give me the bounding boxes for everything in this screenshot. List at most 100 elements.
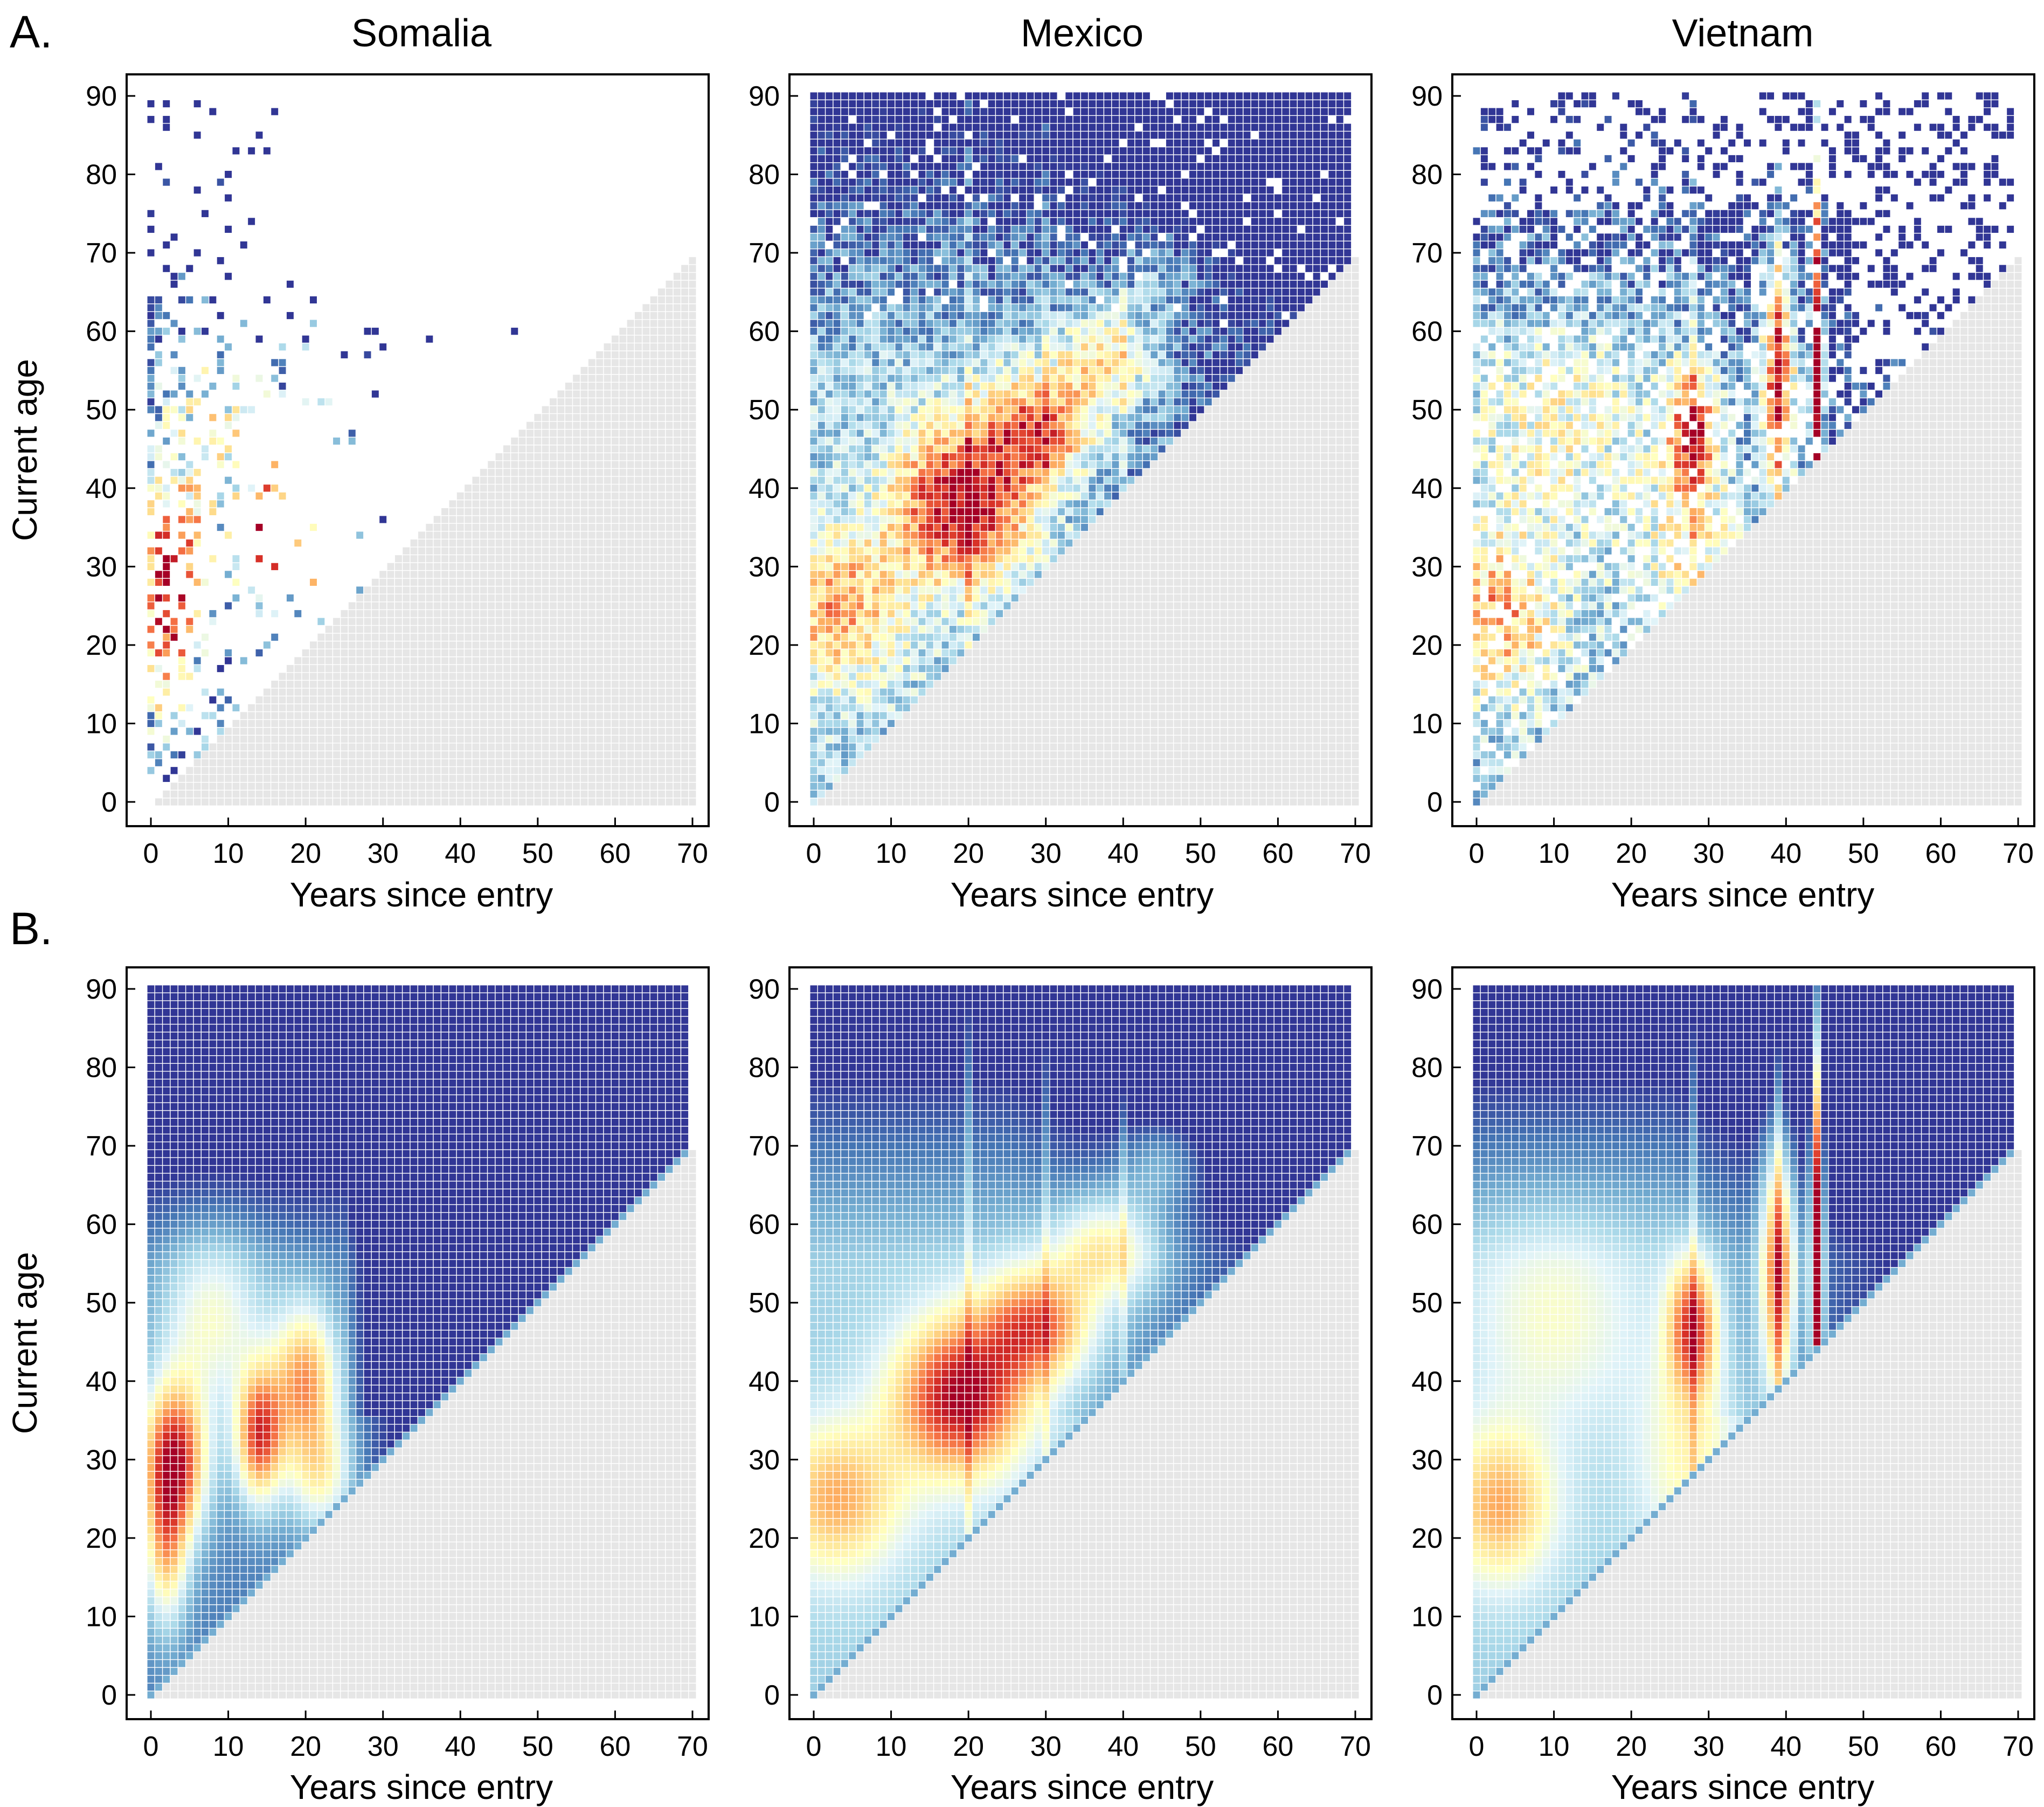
heatmap-cell (910, 288, 919, 296)
heatmap-cell (871, 570, 880, 579)
heatmap-cell (286, 593, 295, 603)
heatmap-cell (549, 648, 558, 657)
heatmap-cell (525, 711, 535, 720)
heatmap-cell (902, 750, 911, 759)
heatmap-cell (363, 727, 372, 736)
heatmap-cell (448, 680, 457, 689)
heatmap-cell (833, 130, 841, 140)
heatmap-cell (680, 546, 689, 556)
heatmap-cell (879, 390, 888, 398)
heatmap-cell (840, 625, 849, 634)
heatmap-cell (510, 750, 519, 759)
heatmap-cell (642, 743, 650, 751)
heatmap-cell (902, 303, 911, 312)
heatmap-cell (964, 601, 973, 610)
heatmap-cell (456, 703, 465, 712)
heatmap-cell (817, 445, 826, 453)
heatmap-cell (564, 664, 573, 673)
heatmap-cell (649, 523, 658, 532)
heatmap-cell (216, 758, 225, 767)
heatmap-cell (925, 609, 934, 618)
heatmap-cell (510, 688, 519, 697)
heatmap-cell (595, 531, 604, 539)
heatmap-cell (972, 288, 981, 296)
heatmap-cell (448, 782, 457, 791)
heatmap-cell (941, 460, 950, 469)
heatmap-cell (856, 601, 864, 610)
heatmap-cell (440, 625, 449, 634)
heatmap-cell (980, 593, 988, 603)
heatmap-cell (603, 554, 612, 563)
heatmap-cell (863, 460, 872, 469)
heatmap-cell (933, 342, 942, 351)
heatmap-cell (294, 695, 302, 704)
heatmap-cell (840, 429, 849, 438)
heatmap-cell (363, 688, 372, 697)
heatmap-cell (910, 233, 919, 241)
heatmap-cell (833, 335, 841, 344)
heatmap-cell (255, 523, 264, 532)
heatmap-cell (933, 319, 942, 328)
heatmap-cell (448, 538, 457, 548)
heatmap-cell (825, 719, 834, 728)
heatmap-cell (541, 483, 550, 493)
heatmap-cell (463, 735, 473, 744)
heatmap-cell (456, 672, 465, 681)
heatmap-cell (572, 656, 581, 665)
heatmap-cell (611, 774, 620, 783)
heatmap-cell (394, 743, 403, 751)
heatmap-cell (177, 437, 186, 446)
heatmap-cell (902, 648, 911, 657)
heatmap-cell (856, 397, 864, 406)
heatmap-cell (587, 688, 597, 697)
heatmap-cell (817, 437, 826, 446)
heatmap-cell (957, 437, 965, 446)
heatmap-cell (170, 711, 178, 720)
heatmap-cell (895, 115, 903, 124)
heatmap-cell (665, 609, 674, 618)
heatmap-cell (533, 586, 542, 594)
heatmap-cell (817, 295, 826, 304)
heatmap-cell (665, 586, 674, 594)
heatmap-cell (918, 335, 926, 344)
heatmap-cell (957, 147, 965, 155)
heatmap-cell (224, 774, 233, 783)
heatmap-cell (510, 593, 519, 603)
heatmap-cell (649, 625, 658, 634)
heatmap-cell (595, 648, 604, 657)
heatmap-cell (941, 272, 950, 281)
heatmap-cell (487, 476, 496, 485)
heatmap-cell (871, 758, 880, 767)
heatmap-cell (933, 99, 942, 108)
heatmap-cell (895, 390, 903, 398)
heatmap-cell (564, 562, 573, 571)
heatmap-cell (525, 586, 535, 594)
heatmap-cell (572, 500, 581, 508)
heatmap-cell (472, 727, 480, 736)
heatmap-cell (417, 695, 426, 704)
heatmap-cell (879, 154, 888, 163)
heatmap-cell (886, 507, 896, 516)
heatmap-cell (871, 743, 880, 751)
heatmap-cell (886, 703, 896, 712)
heatmap-cell (626, 648, 635, 657)
heatmap-cell (224, 695, 233, 704)
heatmap-cell (918, 743, 926, 751)
heatmap-cell (918, 264, 926, 273)
heatmap-cell (825, 483, 834, 493)
heatmap-cell (502, 445, 511, 453)
heatmap-cell (825, 209, 834, 218)
heatmap-cell (209, 107, 217, 116)
heatmap-cell (611, 523, 620, 532)
heatmap-cell (957, 413, 965, 422)
heatmap-cell (817, 483, 826, 493)
heatmap-cell (856, 735, 864, 744)
heatmap-cell (840, 562, 849, 571)
heatmap-cell (634, 719, 643, 728)
heatmap-cell (348, 633, 356, 642)
heatmap-cell (487, 601, 496, 610)
heatmap-cell (933, 147, 942, 155)
heatmap-cell (987, 562, 996, 571)
heatmap-cell (642, 750, 650, 759)
heatmap-cell (987, 429, 996, 438)
